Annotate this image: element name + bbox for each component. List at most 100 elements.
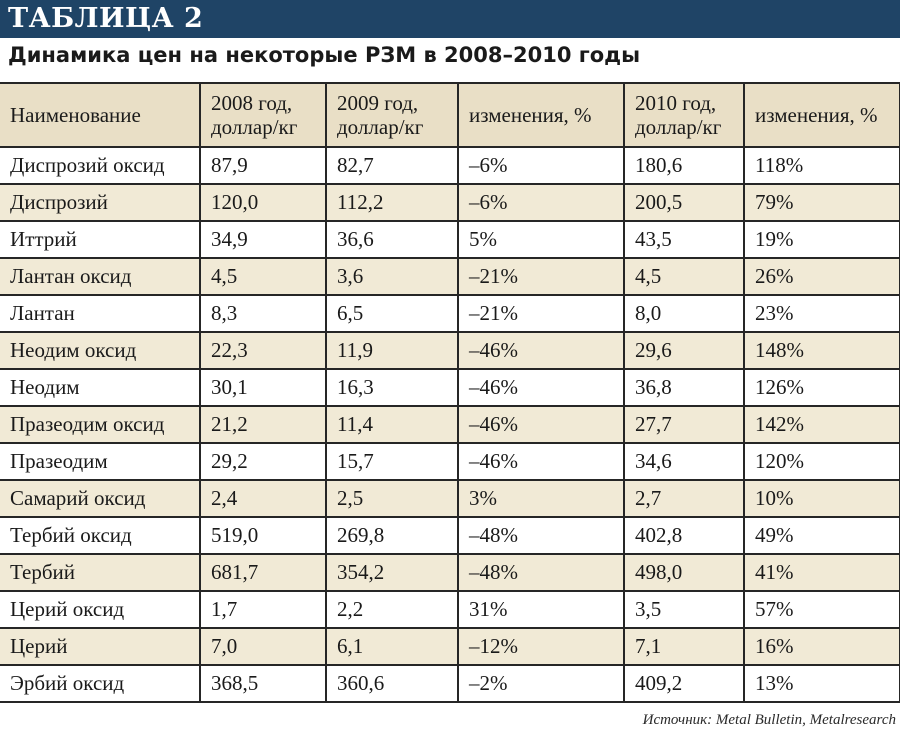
- table-cell: 3,5: [623, 590, 745, 629]
- table-cell: 29,6: [623, 331, 745, 370]
- table-cell: 22,3: [199, 331, 327, 370]
- table-cell: 29,2: [199, 442, 327, 481]
- table-cell: 2,7: [623, 479, 745, 518]
- table-row: Иттрий 34,9 36,6 5% 43,5 19%: [0, 220, 900, 259]
- table-cell: 2,5: [325, 479, 459, 518]
- table-cell: 11,4: [325, 405, 459, 444]
- table-cell: 49%: [743, 516, 900, 555]
- table-cell: –6%: [457, 183, 625, 222]
- table-cell: –46%: [457, 442, 625, 481]
- element-name-cell: Тербий оксид: [0, 516, 201, 555]
- table-row: Лантан 8,3 6,5 –21% 8,0 23%: [0, 294, 900, 333]
- table-cell: 118%: [743, 146, 900, 185]
- table-cell: 148%: [743, 331, 900, 370]
- column-header: 2008 год, доллар/кг: [199, 82, 327, 148]
- table-cell: –46%: [457, 331, 625, 370]
- table-cell: –21%: [457, 294, 625, 333]
- table-cell: 681,7: [199, 553, 327, 592]
- table-cell: 402,8: [623, 516, 745, 555]
- table-cell: 34,6: [623, 442, 745, 481]
- table-cell: 120,0: [199, 183, 327, 222]
- price-table-container: Наименование 2008 год, доллар/кг 2009 год,…: [0, 82, 900, 703]
- column-header: изменения, %: [743, 82, 900, 148]
- table-row: Диспрозий 120,0 112,2 –6% 200,5 79%: [0, 183, 900, 222]
- table-row: Самарий оксид 2,4 2,5 3% 2,7 10%: [0, 479, 900, 518]
- table-cell: 8,3: [199, 294, 327, 333]
- column-header: Наименование: [0, 82, 201, 148]
- table-cell: –6%: [457, 146, 625, 185]
- table-cell: 519,0: [199, 516, 327, 555]
- table-cell: 23%: [743, 294, 900, 333]
- table-cell: 3,6: [325, 257, 459, 296]
- table-cell: –12%: [457, 627, 625, 666]
- element-name-cell: Диспрозий: [0, 183, 201, 222]
- table-cell: 498,0: [623, 553, 745, 592]
- table-cell: 2,4: [199, 479, 327, 518]
- table-cell: 26%: [743, 257, 900, 296]
- table-cell: 354,2: [325, 553, 459, 592]
- table-cell: 16,3: [325, 368, 459, 407]
- table-cell: 5%: [457, 220, 625, 259]
- table-cell: 200,5: [623, 183, 745, 222]
- element-name-cell: Диспрозий оксид: [0, 146, 201, 185]
- source-note: Источник: Metal Bulletin, Metalresearch: [642, 712, 896, 728]
- table-cell: 15,7: [325, 442, 459, 481]
- table-cell: 11,9: [325, 331, 459, 370]
- table-row: Празеодим 29,2 15,7 –46% 34,6 120%: [0, 442, 900, 481]
- table-row: Эрбий оксид 368,5 360,6 –2% 409,2 13%: [0, 664, 900, 703]
- table-cell: –46%: [457, 405, 625, 444]
- table-cell: –48%: [457, 516, 625, 555]
- element-name-cell: Неодим: [0, 368, 201, 407]
- table-cell: 126%: [743, 368, 900, 407]
- element-name-cell: Самарий оксид: [0, 479, 201, 518]
- table-cell: 6,1: [325, 627, 459, 666]
- table-cell: 27,7: [623, 405, 745, 444]
- table-cell: 3%: [457, 479, 625, 518]
- table-banner: ТАБЛИЦА 2: [0, 0, 900, 38]
- table-row: Лантан оксид 4,5 3,6 –21% 4,5 26%: [0, 257, 900, 296]
- table-cell: 2,2: [325, 590, 459, 629]
- table-cell: 87,9: [199, 146, 327, 185]
- element-name-cell: Иттрий: [0, 220, 201, 259]
- table-cell: 112,2: [325, 183, 459, 222]
- column-header: 2010 год, доллар/кг: [623, 82, 745, 148]
- table-row: Церий оксид 1,7 2,2 31% 3,5 57%: [0, 590, 900, 629]
- price-table: Наименование 2008 год, доллар/кг 2009 год,…: [0, 82, 900, 703]
- table-cell: 36,8: [623, 368, 745, 407]
- table-cell: 13%: [743, 664, 900, 703]
- table-cell: 41%: [743, 553, 900, 592]
- table-cell: 8,0: [623, 294, 745, 333]
- table-cell: 409,2: [623, 664, 745, 703]
- table-cell: 16%: [743, 627, 900, 666]
- table-body: Диспрозий оксид 87,9 82,7 –6% 180,6 118% Диспр…: [0, 146, 900, 703]
- element-name-cell: Лантан оксид: [0, 257, 201, 296]
- table-cell: 36,6: [325, 220, 459, 259]
- table-cell: 79%: [743, 183, 900, 222]
- banner-title: ТАБЛИЦА 2: [8, 3, 204, 34]
- table-cell: 7,1: [623, 627, 745, 666]
- table-row: Тербий оксид 519,0 269,8 –48% 402,8 49%: [0, 516, 900, 555]
- element-name-cell: Празеодим оксид: [0, 405, 201, 444]
- table-cell: 368,5: [199, 664, 327, 703]
- table-cell: –21%: [457, 257, 625, 296]
- table-header-row: Наименование 2008 год, доллар/кг 2009 год,…: [0, 82, 900, 148]
- table-cell: 21,2: [199, 405, 327, 444]
- table-cell: 269,8: [325, 516, 459, 555]
- table-cell: 43,5: [623, 220, 745, 259]
- element-name-cell: Эрбий оксид: [0, 664, 201, 703]
- table-cell: 6,5: [325, 294, 459, 333]
- table-cell: 142%: [743, 405, 900, 444]
- table-cell: 57%: [743, 590, 900, 629]
- column-header: 2009 год, доллар/кг: [325, 82, 459, 148]
- table-row: Празеодим оксид 21,2 11,4 –46% 27,7 142%: [0, 405, 900, 444]
- table-cell: 31%: [457, 590, 625, 629]
- table-cell: 30,1: [199, 368, 327, 407]
- table-row: Неодим оксид 22,3 11,9 –46% 29,6 148%: [0, 331, 900, 370]
- table-cell: 82,7: [325, 146, 459, 185]
- table-cell: 10%: [743, 479, 900, 518]
- element-name-cell: Церий: [0, 627, 201, 666]
- table-cell: 19%: [743, 220, 900, 259]
- table-row: Неодим 30,1 16,3 –46% 36,8 126%: [0, 368, 900, 407]
- column-header: изменения, %: [457, 82, 625, 148]
- element-name-cell: Неодим оксид: [0, 331, 201, 370]
